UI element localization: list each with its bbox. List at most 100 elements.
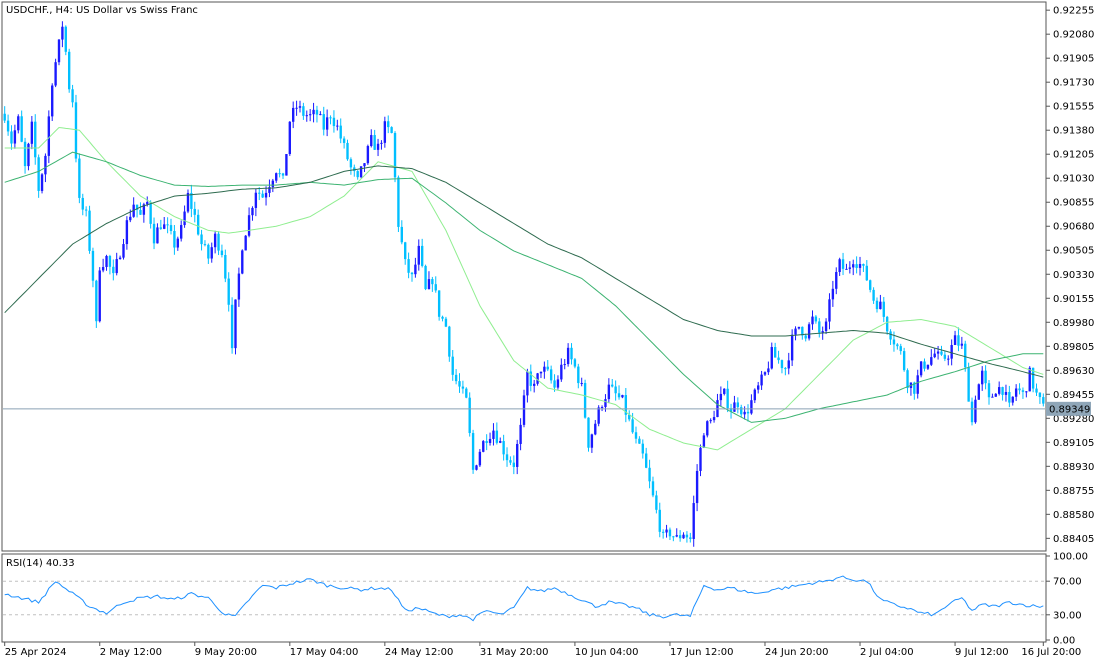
candle-body [950, 345, 953, 359]
candle [862, 263, 865, 272]
candle [390, 126, 393, 134]
candle-body [977, 384, 981, 400]
last-price-label: 0.89349 [1049, 404, 1090, 415]
candle-body [549, 369, 553, 381]
candle-body [614, 386, 617, 394]
candle-body [51, 85, 54, 117]
price-tick-label: 0.90680 [1053, 222, 1094, 233]
candle [196, 209, 200, 236]
candle-body [1038, 392, 1042, 398]
rsi-tick-label: 0.00 [1053, 636, 1075, 647]
rsi-panel[interactable]: RSI(14) 40.33 100.00 70.00 30.00 0.00 [1, 552, 1088, 647]
candle [1001, 386, 1004, 401]
candle-body [112, 266, 115, 274]
price-panel[interactable]: USDCHF., H4: US Dollar vs Swiss Franc 0.… [1, 1, 1094, 552]
candle [777, 350, 780, 364]
candle-body [196, 214, 200, 235]
candle-body [746, 411, 750, 414]
candle-body [1031, 367, 1035, 389]
candle [71, 84, 74, 108]
time-tick-label: 24 May 12:00 [385, 647, 454, 658]
candle-body [370, 135, 373, 147]
candle [349, 157, 353, 175]
candle [10, 125, 13, 150]
candle [970, 397, 974, 426]
candle-body [787, 360, 790, 369]
candle-body [974, 399, 977, 423]
candle [220, 244, 224, 258]
candle [427, 271, 431, 290]
candle-body [115, 259, 118, 274]
candle [566, 343, 570, 367]
candle-body [852, 264, 855, 268]
candle [342, 136, 346, 149]
candle-body [78, 158, 81, 198]
candle [1018, 383, 1021, 395]
candle-body [285, 154, 288, 176]
candle [57, 39, 61, 66]
candle-body [20, 116, 23, 142]
candle-body [366, 146, 370, 164]
candle [526, 368, 529, 403]
candle [658, 502, 661, 538]
candle [380, 140, 383, 150]
candle [804, 333, 807, 342]
candle [709, 418, 712, 424]
candle [879, 294, 882, 310]
candle-body [98, 270, 101, 322]
candle-body [400, 226, 403, 243]
candle [339, 118, 342, 144]
candle-body [67, 51, 71, 90]
candle [122, 238, 125, 260]
candle [305, 110, 308, 122]
last-price-box [1046, 401, 1091, 416]
candle [923, 358, 926, 372]
candle-body [821, 331, 824, 333]
candle-body [913, 382, 916, 394]
candle-body [451, 356, 454, 375]
candle-body [193, 208, 196, 215]
candle [987, 380, 991, 405]
time-tick-label: 24 Jun 20:00 [765, 647, 829, 658]
candle-body [814, 316, 818, 322]
candle [54, 58, 57, 88]
candle [210, 242, 213, 263]
candle [757, 381, 760, 394]
candle-body [560, 364, 563, 380]
candle [258, 187, 261, 201]
candle [896, 343, 899, 350]
candle-body [234, 299, 237, 349]
candle-body [648, 467, 651, 482]
candle [719, 386, 723, 407]
candle [848, 261, 852, 274]
candle-body [553, 380, 556, 388]
candle-body [258, 192, 261, 194]
candle-body [254, 192, 258, 208]
candle-body [984, 370, 987, 384]
candle-body [940, 351, 943, 355]
candle [224, 249, 227, 283]
candle-body [61, 26, 64, 40]
candle-body [332, 117, 336, 127]
price-tick-label: 0.91380 [1053, 126, 1094, 137]
candle [108, 254, 112, 275]
candle-body [302, 106, 305, 116]
candle-body [607, 384, 611, 400]
candle [723, 388, 726, 396]
candle-body [176, 238, 179, 248]
candle-body [695, 470, 699, 504]
candle-body [777, 357, 780, 361]
candle [953, 330, 957, 346]
candle-body [478, 451, 482, 466]
candle-body [292, 107, 295, 122]
candle [600, 405, 604, 412]
candle [176, 236, 179, 251]
candle-body [736, 402, 740, 408]
moving-average-line [4, 126, 1044, 451]
candle [699, 444, 702, 477]
candle-body [981, 370, 984, 385]
candle [434, 276, 437, 293]
candle [875, 297, 879, 313]
candle-body [573, 359, 577, 367]
